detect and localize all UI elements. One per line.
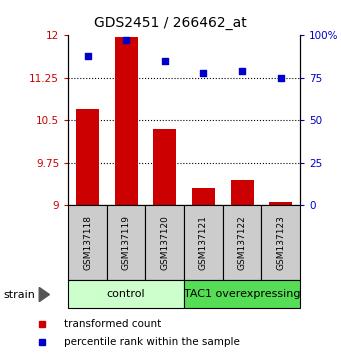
Text: percentile rank within the sample: percentile rank within the sample <box>64 337 240 348</box>
Text: GSM137118: GSM137118 <box>83 215 92 270</box>
Bar <box>231 180 254 205</box>
Bar <box>153 129 176 205</box>
Bar <box>192 188 215 205</box>
Text: GSM137119: GSM137119 <box>122 215 131 270</box>
Point <box>201 70 206 76</box>
Bar <box>76 109 99 205</box>
Text: strain: strain <box>3 290 35 299</box>
Point <box>278 75 283 81</box>
Bar <box>223 205 262 280</box>
Point <box>239 68 245 74</box>
Bar <box>269 202 292 205</box>
Text: TAC1 overexpressing: TAC1 overexpressing <box>184 289 300 299</box>
Bar <box>115 37 138 205</box>
Text: transformed count: transformed count <box>64 319 161 329</box>
Text: control: control <box>107 289 146 299</box>
Point <box>162 58 167 64</box>
Bar <box>68 205 107 280</box>
Bar <box>107 205 146 280</box>
Bar <box>184 205 223 280</box>
Text: GSM137121: GSM137121 <box>199 215 208 270</box>
Text: GSM137120: GSM137120 <box>160 215 169 270</box>
Text: GDS2451 / 266462_at: GDS2451 / 266462_at <box>94 16 247 30</box>
Text: GSM137123: GSM137123 <box>276 215 285 270</box>
Polygon shape <box>39 287 49 302</box>
Bar <box>68 280 184 308</box>
Point <box>85 53 90 59</box>
Text: GSM137122: GSM137122 <box>238 215 247 270</box>
Bar <box>184 280 300 308</box>
Point <box>123 38 129 43</box>
Bar <box>146 205 184 280</box>
Bar <box>262 205 300 280</box>
